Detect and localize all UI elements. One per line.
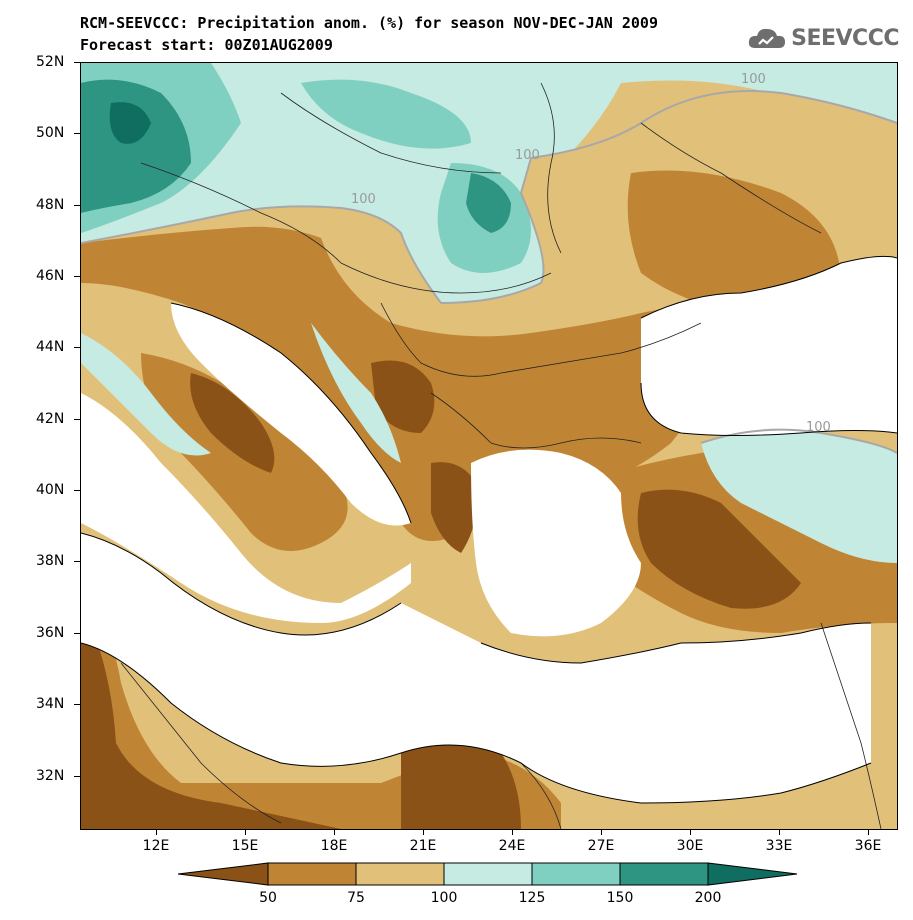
lat-label: 40N [36, 482, 65, 498]
lat-label: 38N [36, 553, 65, 569]
anomaly-area-carpathian-150 [466, 173, 511, 233]
adriatic-sea [171, 303, 411, 526]
legend-label: 75 [347, 890, 365, 906]
mediterranean-sea [81, 533, 871, 803]
legend-swatch [531, 862, 621, 886]
tyrrhenian-sea [81, 393, 411, 623]
legend-swatch [443, 862, 533, 886]
legend-label: 150 [606, 890, 634, 906]
lon-label: 30E [676, 838, 704, 854]
lat-label: 48N [36, 197, 65, 213]
legend-colorbar [178, 862, 798, 886]
legend-swatch [619, 862, 709, 886]
map-title: RCM-SEEVCCC: Precipitation anom. (%) for… [80, 14, 658, 32]
black-sea [641, 256, 897, 436]
lat-label: 32N [36, 768, 65, 784]
contour-label: 100 [741, 72, 766, 87]
logo-text: SEEVCCC [791, 25, 899, 51]
contour-label: 100 [806, 420, 831, 435]
lat-label: 34N [36, 696, 65, 712]
anomaly-area-nw-150 [81, 79, 191, 214]
legend-swatch [707, 862, 798, 886]
legend-swatch [355, 862, 445, 886]
anomaly-area-libya-core [401, 743, 521, 829]
coastlines [81, 255, 897, 804]
lon-label: 36E [854, 838, 882, 854]
map-canvas: 100 100 100 100 [81, 63, 897, 829]
contour-100-north [81, 90, 897, 305]
anomaly-area-italy-core [190, 373, 275, 473]
legend-swatch [267, 862, 357, 886]
lon-label: 12E [142, 838, 170, 854]
anomaly-area-balkans-core [371, 360, 435, 433]
legend-label: 200 [694, 890, 722, 906]
seevccc-logo: SEEVCCC [747, 24, 899, 52]
lon-label: 27E [587, 838, 615, 854]
cloud-icon [749, 28, 786, 48]
lat-label: 42N [36, 411, 65, 427]
lon-label: 15E [231, 838, 259, 854]
lon-label: 33E [765, 838, 793, 854]
anomaly-area-africa-core [81, 603, 341, 829]
anomaly-area-adriatic-wet [311, 323, 401, 463]
aegean-sea [471, 449, 641, 637]
lat-label: 46N [36, 268, 65, 284]
contour-label: 100 [351, 192, 376, 207]
forecast-start-label: Forecast start: 00Z01AUG2009 [80, 36, 333, 54]
anomaly-area-black-sea-south-wet [701, 429, 897, 563]
lon-label: 21E [409, 838, 437, 854]
lon-label: 18E [320, 838, 348, 854]
lat-label: 44N [36, 339, 65, 355]
lon-label: 24E [498, 838, 526, 854]
legend-label: 125 [518, 890, 546, 906]
country-borders [120, 82, 882, 829]
legend-label: 50 [259, 890, 277, 906]
legend-label: 100 [430, 890, 458, 906]
contour-label: 100 [515, 148, 540, 163]
anomaly-area-tyrrhenian-wet [81, 333, 211, 456]
legend-swatch [178, 862, 269, 886]
anomaly-area-anatolia-core [637, 489, 801, 609]
lat-label: 50N [36, 125, 65, 141]
anomaly-area-ukraine-core [627, 170, 841, 313]
anomaly-area-czech-125 [301, 79, 471, 149]
anomaly-area-nw-200 [109, 102, 151, 144]
anomaly-area-greece-core [431, 462, 477, 553]
precipitation-anomaly-map: 100 100 100 100 [80, 62, 898, 830]
lat-label: 52N [36, 54, 65, 70]
lat-label: 36N [36, 625, 65, 641]
